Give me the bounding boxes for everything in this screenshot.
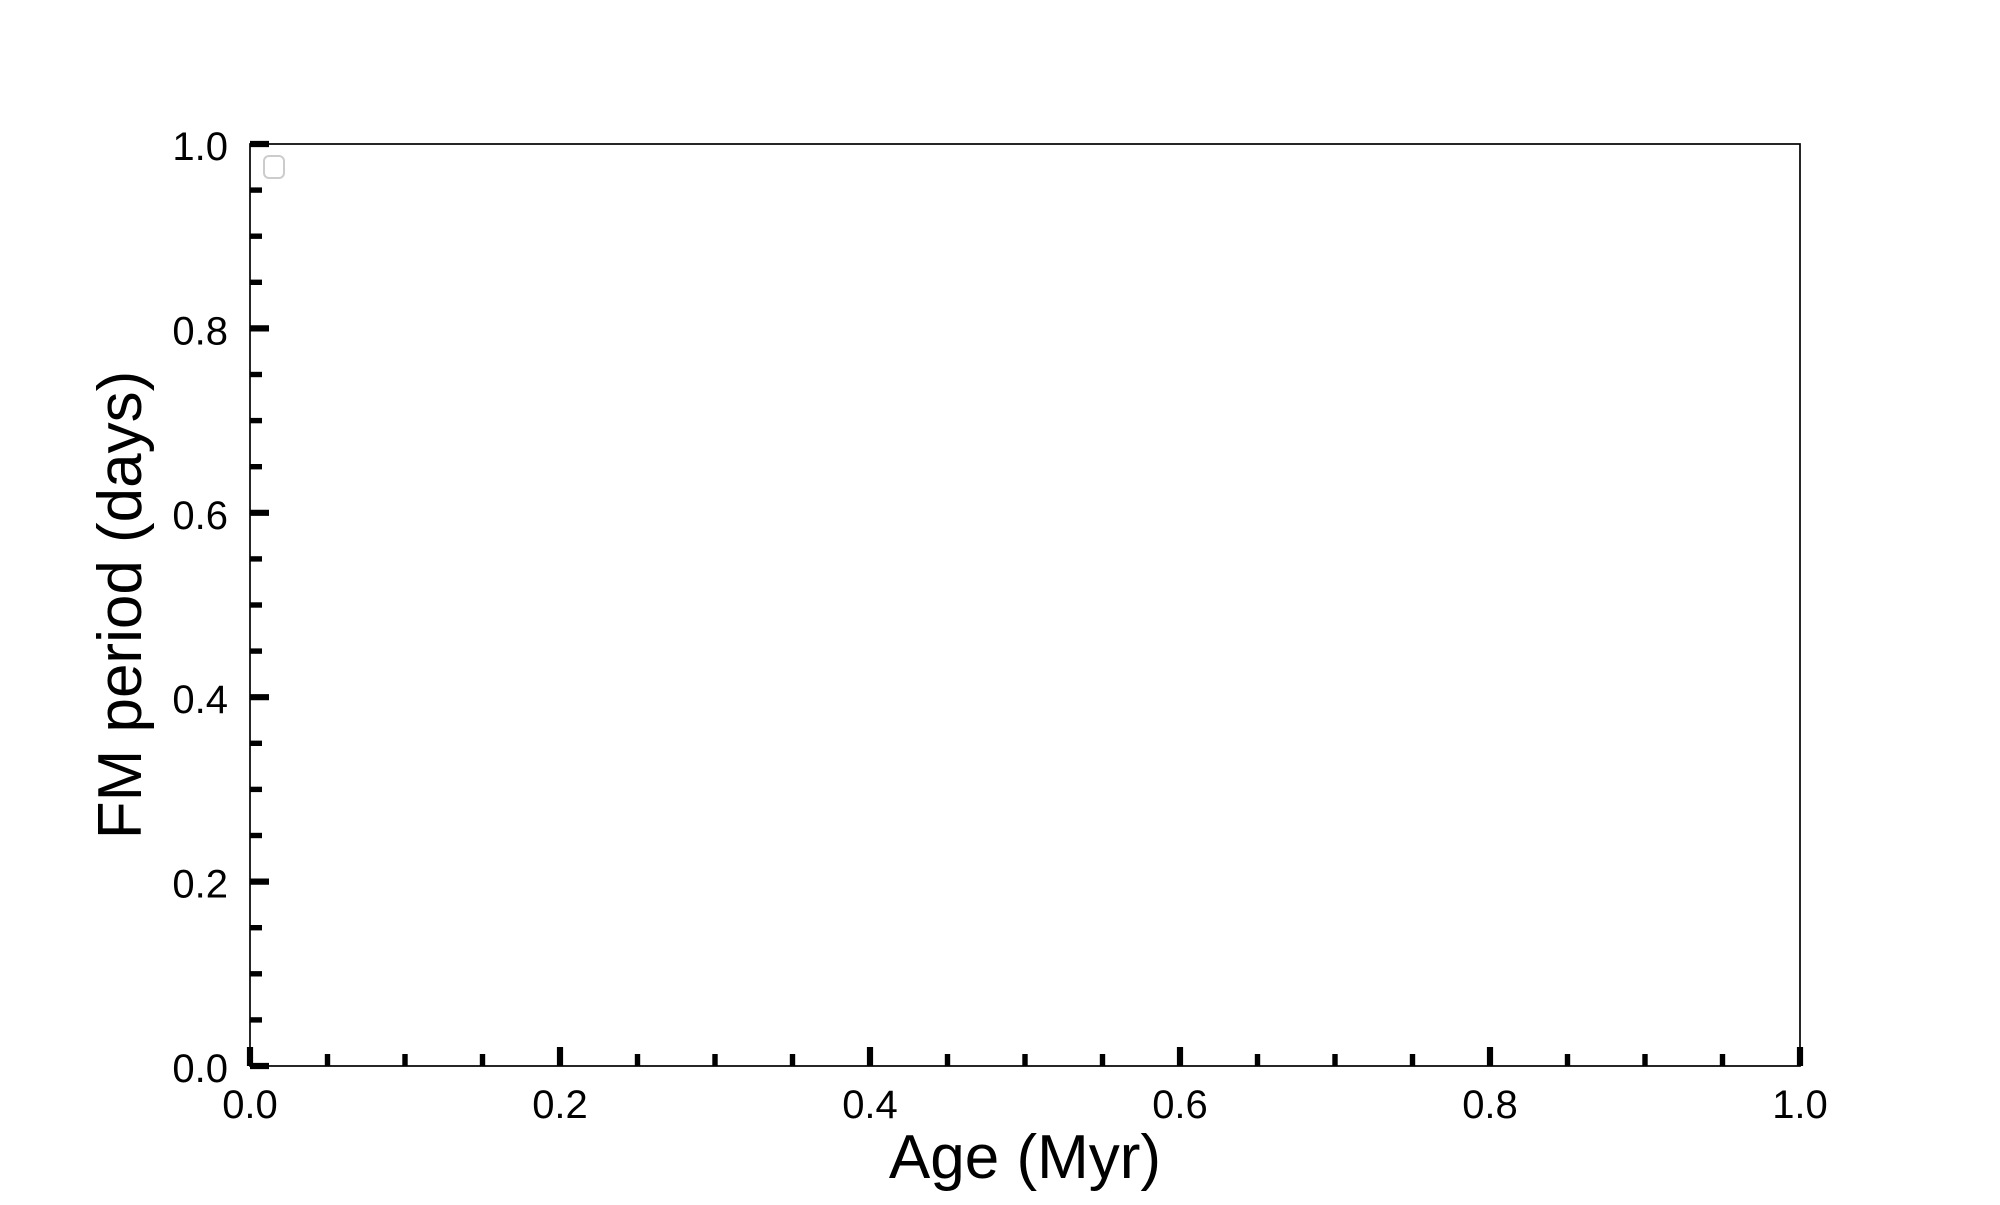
svg-text:0.0: 0.0 bbox=[222, 1083, 278, 1127]
svg-text:Age (Myr): Age (Myr) bbox=[889, 1123, 1161, 1192]
svg-text:1.0: 1.0 bbox=[1772, 1083, 1828, 1127]
svg-text:0.0: 0.0 bbox=[172, 1047, 228, 1091]
svg-text:0.8: 0.8 bbox=[1462, 1083, 1518, 1127]
svg-text:0.4: 0.4 bbox=[842, 1083, 898, 1127]
svg-text:0.2: 0.2 bbox=[172, 863, 228, 907]
svg-text:0.2: 0.2 bbox=[532, 1083, 588, 1127]
svg-text:1.0: 1.0 bbox=[172, 125, 228, 169]
svg-text:0.8: 0.8 bbox=[172, 309, 228, 353]
svg-text:0.6: 0.6 bbox=[1152, 1083, 1208, 1127]
svg-text:FM period (days): FM period (days) bbox=[86, 371, 155, 840]
svg-text:0.4: 0.4 bbox=[172, 678, 228, 722]
svg-text:0.6: 0.6 bbox=[172, 494, 228, 538]
